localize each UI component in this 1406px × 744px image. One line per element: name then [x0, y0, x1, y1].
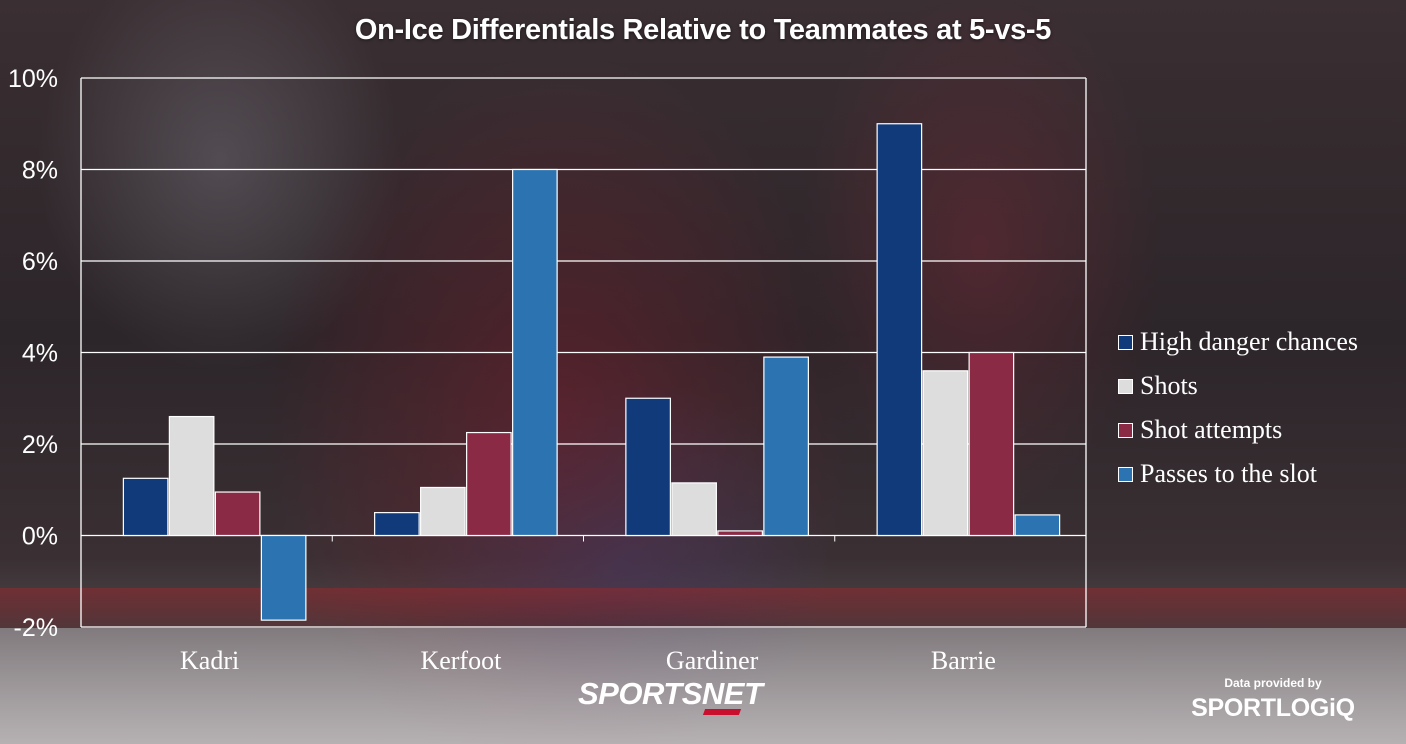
y-tick-label: 4% [22, 340, 58, 368]
y-tick-label: 2% [22, 431, 58, 459]
data-credit: Data provided by SPORTLOGiQ [1188, 676, 1358, 723]
bar [260, 534, 307, 621]
y-tick-label: 8% [22, 157, 58, 185]
bar [625, 397, 671, 537]
legend-swatch-shots [1118, 378, 1133, 394]
bar [214, 491, 261, 537]
credit-caption: Data provided by [1224, 676, 1322, 690]
legend-item-shot-attempts: Shot attempts [1118, 408, 1358, 452]
bar [420, 486, 466, 537]
x-tick-label: Kerfoot [420, 646, 502, 675]
legend-label-shot-attempts: Shot attempts [1140, 415, 1283, 444]
legend-item-high-danger: High danger chances [1118, 320, 1358, 364]
sportsnet-logo: SPORTSNET [578, 676, 763, 715]
legend: High danger chances Shots Shot attempts … [1118, 320, 1358, 496]
legend-swatch-shot-attempts [1118, 422, 1133, 438]
sportsnet-wordmark: SPORTSNET [578, 676, 763, 711]
bar [1014, 514, 1061, 537]
x-tick-label: Gardiner [666, 646, 759, 675]
sportsnet-logo-bar [702, 709, 742, 715]
sportlogiq-logo: SPORTLOGiQ [1191, 694, 1355, 722]
legend-swatch-high-danger [1118, 334, 1133, 350]
legend-label-high-danger: High danger chances [1140, 327, 1359, 356]
bar [876, 123, 923, 537]
bar [717, 530, 763, 537]
y-tick-label: 0% [22, 523, 58, 551]
y-tick-label: 10% [8, 65, 58, 93]
x-tick-label: Kadri [180, 646, 239, 675]
bar [374, 512, 420, 537]
legend-label-passes-slot: Passes to the slot [1140, 459, 1317, 488]
chart-title: On-Ice Differentials Relative to Teammat… [354, 14, 1052, 46]
bar [168, 415, 215, 537]
x-tick-label: Barrie [931, 646, 996, 675]
bar [922, 370, 969, 537]
legend-label-shots: Shots [1140, 371, 1198, 400]
bar [466, 431, 512, 537]
bar [671, 482, 717, 537]
bar [512, 168, 558, 537]
bar [968, 351, 1015, 537]
y-tick-label: 6% [22, 248, 58, 276]
legend-swatch-passes-slot [1118, 466, 1133, 482]
bar [122, 477, 169, 537]
background-boards [0, 588, 1406, 628]
y-tick-label: -2% [14, 614, 58, 642]
legend-item-shots: Shots [1118, 364, 1358, 408]
bar [763, 356, 809, 537]
legend-item-passes-slot: Passes to the slot [1118, 452, 1358, 496]
background-ice [0, 628, 1406, 744]
